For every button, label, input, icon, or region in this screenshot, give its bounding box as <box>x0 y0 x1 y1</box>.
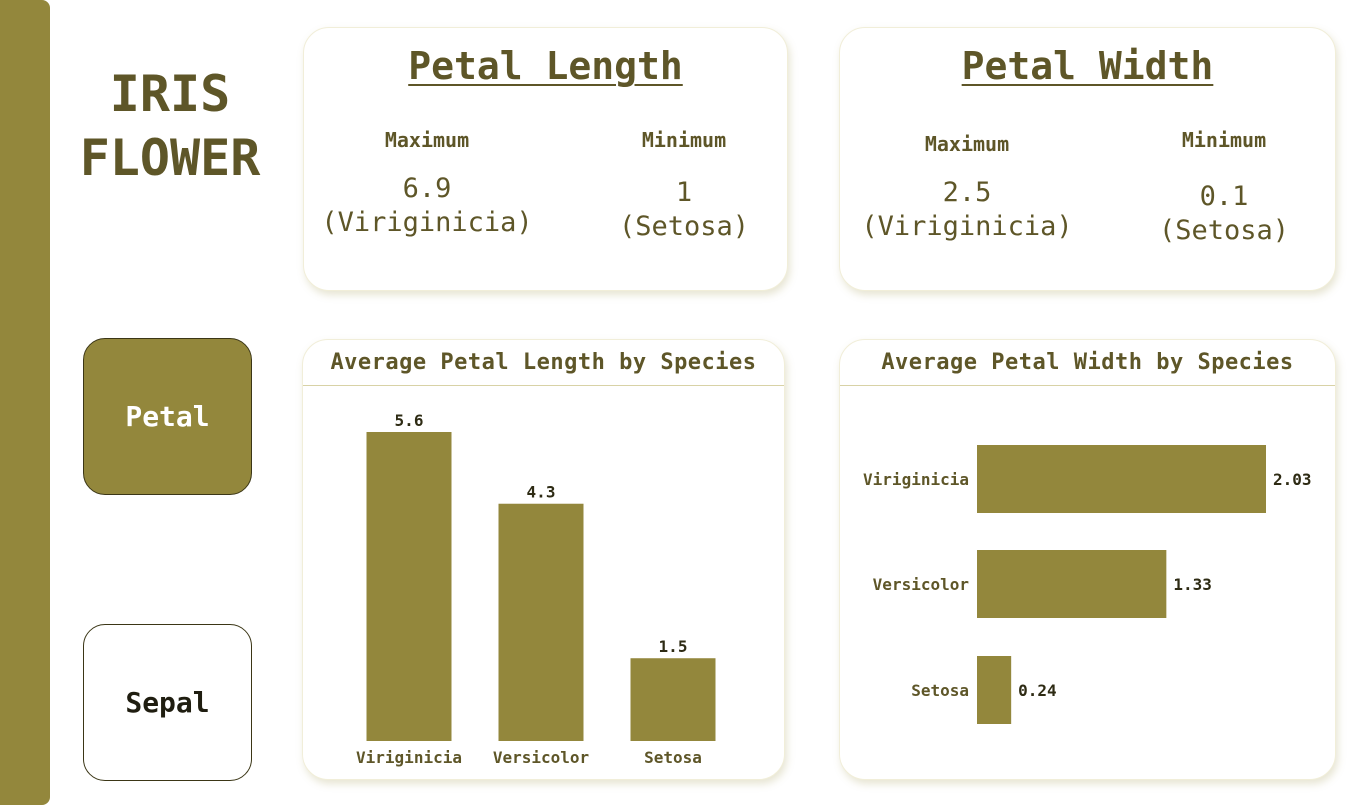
min-label: Minimum <box>641 128 727 152</box>
petal-width-card: Petal Width Maximum 2.5 (Viriginicia) Mi… <box>839 27 1336 291</box>
petal-width-title: Petal Width <box>961 44 1214 88</box>
bar-viriginicia <box>366 432 452 741</box>
bar-value-label: 5.6 <box>395 411 424 430</box>
bar-value-label: 0.24 <box>1018 681 1057 700</box>
sepal-button[interactable]: Sepal <box>83 624 252 781</box>
category-label: Versicolor <box>873 575 969 594</box>
app-title-line1: IRIS <box>109 65 231 123</box>
max-value: 2.5 <box>942 177 992 208</box>
app-title: IRIS FLOWER <box>60 62 280 190</box>
bar-setosa <box>977 656 1012 724</box>
min-label: Minimum <box>1181 128 1267 152</box>
petal-length-max: Maximum 6.9 (Viriginicia) <box>307 128 547 240</box>
bar-versicolor <box>498 503 584 741</box>
bar-value-label: 1.33 <box>1173 575 1212 594</box>
avg-petal-width-card: Average Petal Width by Species 2.03 Virig… <box>839 339 1336 780</box>
petal-button[interactable]: Petal <box>83 338 252 495</box>
max-species: (Viriginicia) <box>321 207 533 238</box>
max-label: Maximum <box>924 132 1010 156</box>
avg-petal-width-chart: 2.03 Viriginicia 1.33 Versicolor 0.24 Setosa <box>863 445 1312 724</box>
category-label: Setosa <box>911 681 969 700</box>
petal-width-min: Minimum 0.1 (Setosa) <box>1104 128 1344 248</box>
min-species: (Setosa) <box>618 211 750 242</box>
petal-length-min: Minimum 1 (Setosa) <box>564 128 804 244</box>
chart-divider <box>840 385 1335 386</box>
chart-title: Average Petal Length by Species <box>330 350 757 375</box>
chart-divider <box>303 385 784 386</box>
bar-value-label: 4.3 <box>527 483 556 502</box>
bar-value-label: 1.5 <box>659 637 688 656</box>
petal-width-max: Maximum 2.5 (Viriginicia) <box>847 132 1087 244</box>
app-title-line2: FLOWER <box>79 129 261 187</box>
category-label: Setosa <box>644 748 702 767</box>
max-species: (Viriginicia) <box>861 211 1073 242</box>
bar-value-label: 2.03 <box>1273 470 1312 489</box>
min-value: 0.1 <box>1199 181 1249 212</box>
petal-length-card: Petal Length Maximum 6.9 (Viriginicia) M… <box>303 27 788 291</box>
category-label: Viriginicia <box>863 470 969 489</box>
avg-petal-length-card: Average Petal Length by Species 5.6 Virig… <box>302 339 785 780</box>
min-species: (Setosa) <box>1158 215 1290 246</box>
category-label: Versicolor <box>493 748 589 767</box>
max-label: Maximum <box>384 128 470 152</box>
category-label: Viriginicia <box>356 748 462 767</box>
chart-title: Average Petal Width by Species <box>881 350 1294 375</box>
avg-petal-length-chart: 5.6 Viriginicia 4.3 Versicolor 1.5 Setosa <box>356 411 716 767</box>
bar-setosa <box>630 658 716 741</box>
side-accent-bar <box>0 0 50 805</box>
bar-versicolor <box>977 550 1167 618</box>
petal-length-title: Petal Length <box>408 44 683 88</box>
bar-viriginicia <box>977 445 1266 513</box>
min-value: 1 <box>675 177 693 208</box>
max-value: 6.9 <box>402 173 452 204</box>
